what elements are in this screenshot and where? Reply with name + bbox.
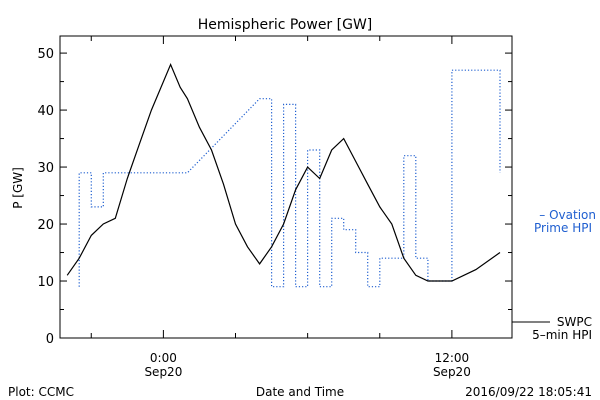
legend-swpc-line1: SWPC — [557, 315, 592, 329]
y-tick-label: 40 — [37, 104, 54, 119]
plot-frame — [59, 35, 513, 339]
legend-ovation-line2: Prime HPI — [534, 221, 592, 235]
y-tick-label: 10 — [37, 275, 54, 290]
swpc-5min-hpi-line — [66, 62, 501, 282]
legend-ovation: – Ovation Prime HPI — [534, 208, 596, 235]
ovation-prime-hpi-line — [78, 69, 501, 288]
x-tick-date-label: Sep20 — [433, 365, 471, 379]
y-tick-label: 0 — [46, 332, 54, 347]
legend-swpc-line2: 5–min HPI — [532, 328, 592, 342]
footer-plot-source: Plot: CCMC — [8, 385, 74, 399]
x-tick-time-label: 0:00 — [150, 351, 177, 365]
x-tick-time-label: 12:00 — [435, 351, 470, 365]
y-axis-ticks: 0 10 20 30 40 50 — [37, 47, 512, 347]
y-tick-label: 30 — [37, 161, 54, 176]
y-axis-label: P [GW] — [11, 167, 25, 209]
legend-ovation-line1: – Ovation — [539, 208, 596, 222]
chart-title: Hemispheric Power [GW] — [198, 17, 373, 33]
x-tick-date-label: Sep20 — [144, 365, 182, 379]
y-tick-label: 20 — [37, 218, 54, 233]
y-tick-label: 50 — [37, 47, 54, 62]
x-axis-label: Date and Time — [256, 385, 344, 399]
footer-timestamp: 2016/09/22 18:05:41 — [465, 385, 592, 399]
legend-swpc: SWPC 5–min HPI — [512, 315, 592, 342]
